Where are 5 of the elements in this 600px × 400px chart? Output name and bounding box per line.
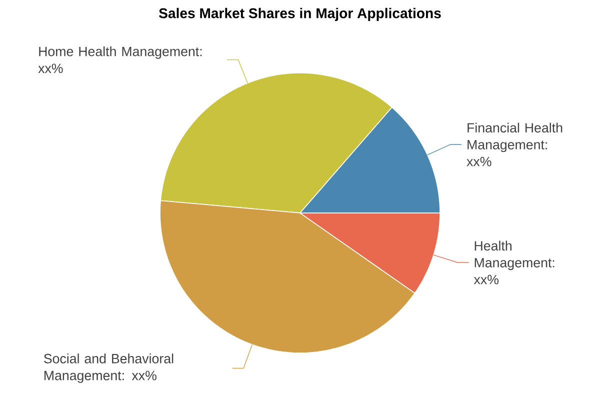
chart-title: Sales Market Shares in Major Applications (158, 8, 441, 21)
slice-label: Social and Behavioral Management: xx% (44, 354, 174, 383)
slice-label: Financial Health Management: xx% (466, 122, 562, 166)
slice-label: Home Health Management: xx% (38, 46, 202, 74)
slice-label: Health Management: xx% (474, 240, 554, 284)
